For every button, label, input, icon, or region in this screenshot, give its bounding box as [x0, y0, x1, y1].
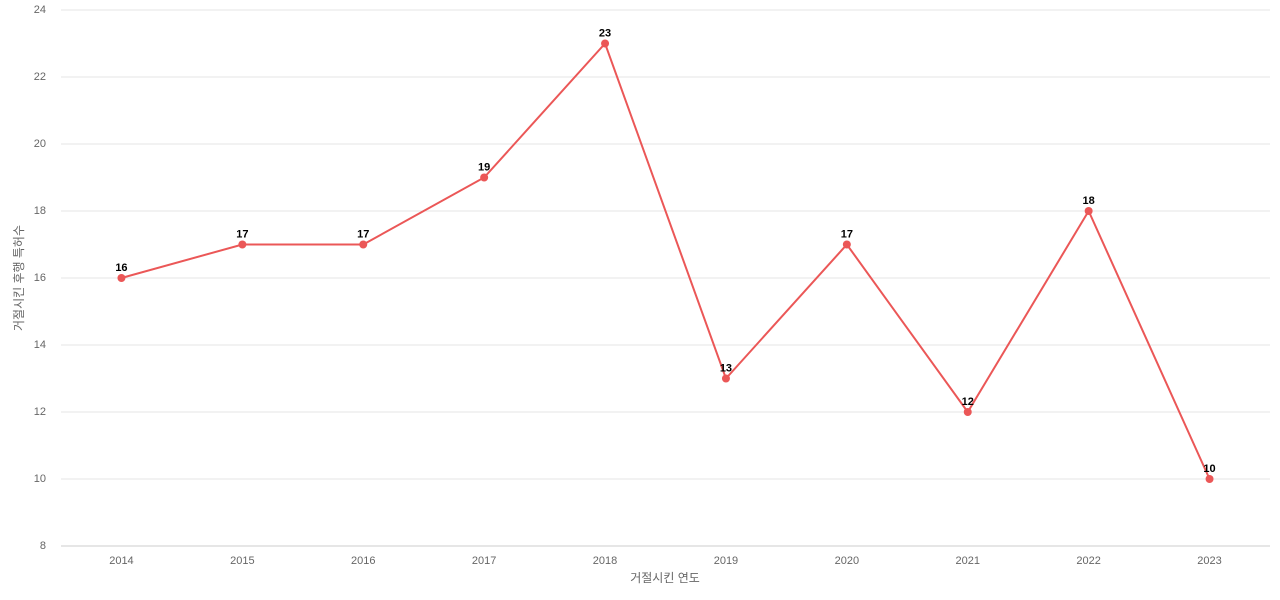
y-tick-label: 22 [34, 71, 46, 83]
y-tick-label: 20 [34, 138, 46, 150]
x-tick-label: 2022 [1076, 555, 1100, 567]
x-tick-label: 2018 [593, 555, 617, 567]
point [601, 39, 610, 48]
y-tick-label: 12 [34, 406, 46, 418]
point [721, 374, 730, 383]
y-tick-label: 8 [40, 540, 46, 552]
x-tick-label: 2015 [230, 555, 254, 567]
x-tick-label: 2019 [714, 555, 738, 567]
data-label: 16 [115, 262, 127, 274]
y-tick-label: 24 [34, 4, 46, 16]
point [963, 408, 972, 416]
y-tick-label: 10 [34, 473, 46, 485]
y-tick-label: 16 [34, 272, 46, 284]
data-label: 13 [720, 362, 732, 374]
x-tick-label: 2021 [956, 555, 980, 567]
point [1205, 475, 1214, 483]
data-label: 19 [478, 161, 490, 173]
x-tick-label: 2017 [472, 555, 496, 567]
data-label: 23 [599, 27, 611, 39]
line [121, 41, 1211, 480]
point [117, 274, 126, 282]
x-axis-title: 거절시킨 연도 [630, 571, 700, 585]
y-tick-label: 14 [34, 339, 46, 351]
data-label: 17 [357, 228, 369, 240]
point [480, 173, 489, 182]
y-axis-title: 거절시킨 후행 특허수 [11, 225, 26, 331]
point [1084, 207, 1093, 215]
point [842, 240, 851, 249]
x-tick-label: 2016 [351, 555, 375, 567]
point [359, 240, 368, 249]
x-tick-label: 2020 [835, 555, 859, 567]
data-label: 18 [1083, 195, 1095, 207]
y-tick-label: 18 [34, 205, 46, 217]
data-label: 12 [962, 396, 974, 408]
x-tick-label: 2014 [109, 555, 133, 567]
data-label: 10 [1203, 463, 1215, 475]
point [238, 240, 247, 249]
data-label: 17 [841, 228, 853, 240]
x-tick-label: 2023 [1197, 555, 1221, 567]
data-label: 17 [236, 228, 248, 240]
